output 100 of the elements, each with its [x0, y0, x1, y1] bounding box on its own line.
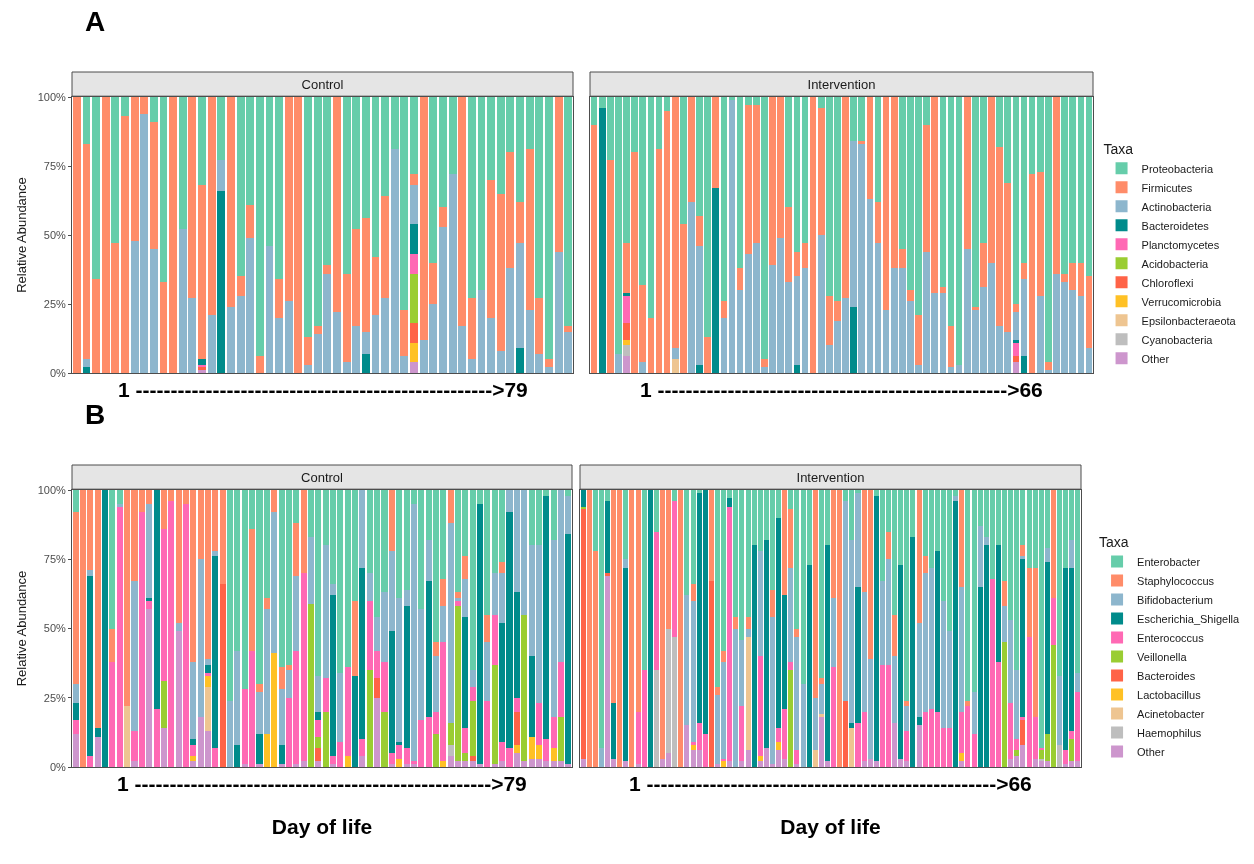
bar: [410, 223, 418, 255]
bar: [467, 298, 476, 360]
bar: [728, 97, 736, 100]
bar: [304, 97, 312, 338]
bar: [410, 254, 418, 274]
bar: [959, 753, 965, 762]
bar: [116, 490, 123, 504]
bar: [169, 97, 178, 373]
bar: [121, 116, 129, 373]
bar: [263, 598, 270, 610]
bar: [236, 276, 245, 296]
bar: [590, 124, 598, 373]
bar: [679, 97, 687, 224]
bar: [904, 706, 910, 731]
bar: [590, 97, 598, 125]
x-axis-title: Day of life: [271, 815, 373, 839]
bar: [1012, 312, 1020, 340]
bar: [366, 670, 373, 767]
legend-label: Proteobacteria: [1141, 162, 1214, 175]
bar: [438, 97, 447, 208]
bar: [467, 359, 476, 373]
bar: [432, 733, 439, 767]
bar: [300, 761, 307, 767]
bar: [663, 97, 671, 111]
bar: [1085, 276, 1093, 349]
bar: [432, 656, 439, 712]
bar: [712, 97, 720, 189]
bar: [623, 345, 630, 357]
bar: [801, 268, 809, 373]
bar: [516, 201, 524, 244]
bar: [153, 708, 160, 767]
bar: [315, 675, 322, 712]
bar: [447, 744, 454, 756]
bar: [146, 609, 153, 767]
bar: [557, 717, 564, 762]
bar: [1002, 581, 1008, 607]
bar: [641, 490, 647, 671]
bar: [818, 714, 824, 718]
bar: [469, 755, 476, 762]
bar: [396, 758, 403, 767]
legend-label: Verrucomicrobia: [1141, 295, 1222, 308]
bar: [690, 600, 696, 743]
bar: [720, 97, 728, 302]
bar: [785, 97, 793, 208]
bar: [794, 764, 800, 767]
bar: [284, 301, 293, 373]
bar: [550, 747, 557, 762]
legend-label: Other: [1141, 352, 1170, 365]
bar: [882, 97, 890, 310]
bar: [947, 97, 955, 327]
bar: [410, 342, 418, 362]
bar: [604, 573, 610, 576]
bar: [440, 606, 447, 643]
bar: [934, 550, 940, 712]
bar: [850, 306, 857, 373]
text: 1 --------------------------------------------------->79: [118, 378, 528, 401]
bar: [757, 550, 763, 657]
bar: [866, 199, 874, 373]
bar: [484, 614, 491, 643]
text: B: [85, 399, 106, 430]
bar: [491, 614, 498, 665]
bar: [146, 598, 153, 601]
bar: [824, 545, 830, 762]
bar: [499, 562, 506, 574]
bar: [708, 490, 714, 582]
bar: [793, 276, 801, 365]
bar: [971, 733, 977, 767]
bar: [256, 733, 263, 765]
bar: [939, 287, 947, 293]
bar: [432, 642, 439, 657]
bar: [672, 501, 678, 637]
bar: [598, 108, 606, 373]
bar: [831, 598, 837, 668]
bar: [623, 356, 630, 373]
bar: [205, 672, 212, 676]
bar: [205, 675, 212, 687]
bar: [793, 97, 801, 252]
bar: [635, 764, 641, 767]
bar: [160, 728, 167, 767]
bar: [623, 761, 629, 767]
text: 1 --------------------------------------------------->79: [117, 772, 527, 795]
bar: [769, 589, 775, 618]
legend-label: Actinobacteria: [1141, 200, 1213, 213]
bar: [175, 631, 182, 767]
bar: [344, 667, 351, 756]
bar: [381, 711, 388, 767]
bar: [487, 179, 496, 318]
bar: [971, 692, 977, 734]
bar: [959, 490, 965, 587]
bar: [72, 703, 79, 720]
bar: [655, 149, 663, 373]
bar: [849, 728, 855, 767]
bar: [1057, 744, 1063, 767]
bar: [410, 361, 418, 373]
bar: [623, 490, 629, 560]
bar: [410, 273, 418, 324]
bar: [190, 661, 197, 740]
bar: [255, 356, 264, 373]
bar: [293, 575, 300, 651]
bar: [131, 581, 138, 731]
